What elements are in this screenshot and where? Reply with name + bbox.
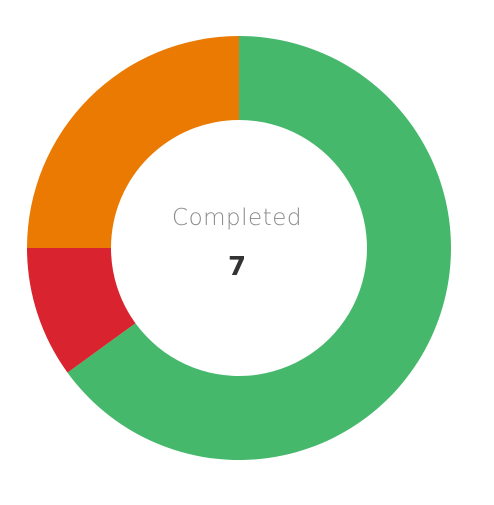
center-label: Completed [172,205,302,231]
donut-slice-1 [67,36,451,460]
center-value: 7 [227,252,247,282]
donut-slice-3 [27,36,239,248]
donut-slice-2 [27,248,136,373]
